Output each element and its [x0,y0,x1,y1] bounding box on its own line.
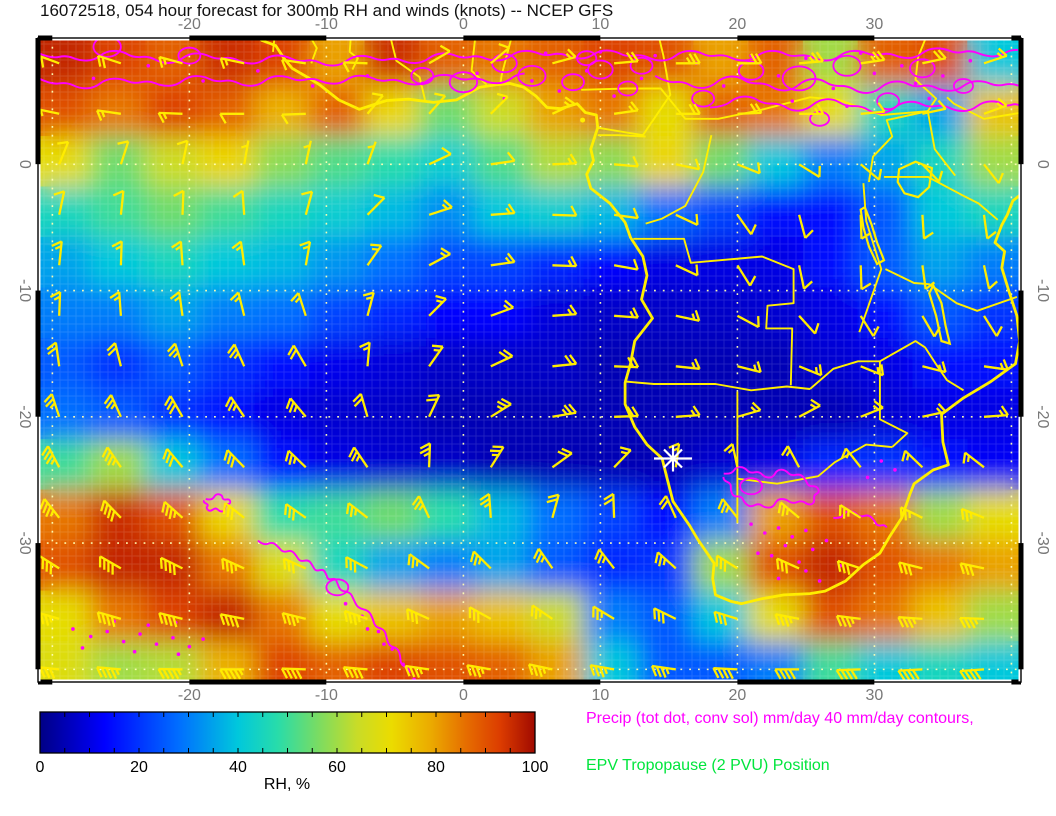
svg-text:-10: -10 [16,279,33,302]
svg-text:-20: -20 [1034,405,1051,428]
svg-text:0: 0 [36,759,45,776]
svg-text:80: 80 [427,759,445,776]
svg-text:40: 40 [229,759,247,776]
map-canvas [38,38,1021,682]
svg-text:0: 0 [459,16,468,33]
wind-barbs [38,43,1009,681]
svg-text:0: 0 [1034,160,1051,169]
svg-text:0: 0 [459,687,468,704]
svg-text:20: 20 [729,687,747,704]
svg-text:-30: -30 [1034,532,1051,555]
svg-text:60: 60 [328,759,346,776]
colorbar-axis-label: RH, % [264,776,310,793]
star-marker [654,445,693,472]
africa-coastline [257,38,1021,606]
colorbar-ticks [39,712,536,753]
svg-text:-20: -20 [16,405,33,428]
colorbar-tick-labels: 0 20 40 60 80 100 [36,759,549,776]
svg-text:-10: -10 [315,687,338,704]
legend-precip: Precip (tot dot, conv sol) mm/day 40 mm/… [586,710,974,727]
svg-text:20: 20 [729,16,747,33]
rh-colorbar: 0 20 40 60 80 100 RH, % [36,711,549,793]
svg-text:-20: -20 [178,687,201,704]
precip-contours [38,38,1021,682]
svg-text:-30: -30 [16,532,33,555]
plot-title: 16072518, 054 hour forecast for 300mb RH… [40,1,613,20]
svg-text:-10: -10 [1034,279,1051,302]
svg-text:10: 10 [592,687,610,704]
svg-text:0: 0 [16,160,33,169]
svg-text:10: 10 [592,16,610,33]
svg-text:-20: -20 [178,16,201,33]
gridlines [38,38,1021,682]
axis-tick-labels: -20 -20 -10 -10 0 0 10 10 20 20 30 30 0 0 -10 -10 -20 -20… [16,16,1051,704]
pixel-texture [38,38,1021,682]
svg-text:30: 30 [866,16,884,33]
legend-epv: EPV Tropopause (2 PVU) Position [586,757,830,774]
svg-text:-10: -10 [315,16,338,33]
map-frame [37,37,1022,683]
svg-text:100: 100 [522,759,549,776]
svg-text:20: 20 [130,759,148,776]
svg-text:30: 30 [866,687,884,704]
